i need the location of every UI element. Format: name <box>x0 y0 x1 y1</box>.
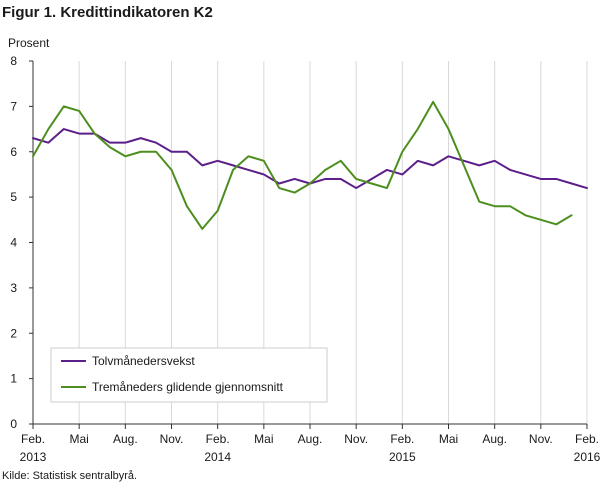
y-axis-ticks: 0 1 2 3 4 5 6 7 8 <box>10 54 33 431</box>
series-lines <box>32 100 588 230</box>
x-tick-label: Nov. <box>344 432 368 446</box>
y-tick-label: 6 <box>10 145 17 159</box>
x-tick-label: Aug. <box>113 432 138 446</box>
x-tick-label: Feb. <box>21 432 45 446</box>
x-tick-label: Mai <box>254 432 273 446</box>
x-tick-label: Nov. <box>160 432 184 446</box>
y-tick-label: 1 <box>10 372 17 386</box>
x-tick-label: Feb. <box>575 432 599 446</box>
y-tick-label: 7 <box>10 99 17 113</box>
y-tick-label: 5 <box>10 190 17 204</box>
legend-label: Tremåneders glidende gjennomsnitt <box>92 380 284 394</box>
y-tick-label: 8 <box>10 54 17 68</box>
y-tick-label: 4 <box>10 236 17 250</box>
source-note: Kilde: Statistisk sentralbyrå. <box>2 470 138 482</box>
y-axis-label: Prosent <box>8 36 50 50</box>
y-tick-label: 0 <box>10 417 17 431</box>
x-tick-year: 2015 <box>389 450 416 464</box>
legend-box <box>50 347 328 403</box>
x-tick-label: Feb. <box>206 432 230 446</box>
x-tick-label: Aug. <box>298 432 323 446</box>
x-tick-year: 2016 <box>574 450 601 464</box>
x-tick-label: Feb. <box>390 432 414 446</box>
x-tick-label: Nov. <box>529 432 553 446</box>
x-tick-label: Aug. <box>482 432 507 446</box>
x-tick-label: Mai <box>439 432 458 446</box>
y-tick-label: 3 <box>10 281 17 295</box>
x-tick-label: Mai <box>69 432 88 446</box>
series-line-2 <box>32 100 573 230</box>
x-tick-year: 2014 <box>204 450 231 464</box>
chart-title: Figur 1. Kredittindikatoren K2 <box>2 4 213 21</box>
legend-label: Tolvmånedersvekst <box>92 354 195 368</box>
legend: Tolvmånedersvekst Tremåneders glidende gj… <box>50 347 328 403</box>
y-tick-label: 2 <box>10 326 17 340</box>
x-axis-ticks: Feb. 2013 Mai Aug. Nov. Feb. 2014 Mai Aug. Nov. Fe… <box>20 424 601 464</box>
x-tick-year: 2013 <box>20 450 47 464</box>
